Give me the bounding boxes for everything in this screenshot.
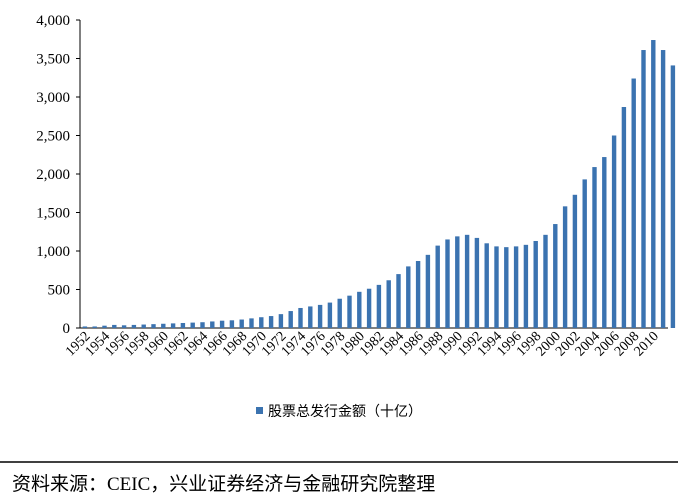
- y-tick-label: 4,000: [36, 13, 70, 29]
- bar: [357, 291, 362, 328]
- y-tick-label: 3,500: [36, 52, 70, 68]
- bar: [415, 261, 421, 328]
- bar: [200, 322, 205, 328]
- bar: [494, 246, 499, 328]
- bar: [219, 320, 225, 328]
- bar: [592, 167, 597, 328]
- bar: [562, 206, 568, 328]
- bar: [621, 107, 627, 328]
- y-tick-label: 500: [48, 283, 71, 299]
- bar: [513, 246, 519, 328]
- bar: [112, 324, 117, 328]
- bar: [327, 302, 333, 328]
- bar: [455, 236, 460, 328]
- bar: [611, 135, 617, 328]
- bar: [484, 243, 489, 328]
- legend-swatch: [256, 407, 263, 414]
- bar: [161, 323, 166, 328]
- bar: [533, 240, 538, 328]
- bar: [435, 245, 440, 328]
- bar: [298, 307, 303, 328]
- source-note: 资料来源：CEIC，兴业证券经济与金融研究院整理: [12, 473, 435, 495]
- bar: [170, 323, 176, 328]
- y-tick-label: 3,000: [36, 90, 70, 106]
- bar: [190, 322, 195, 328]
- y-tick-label: 1,000: [36, 244, 70, 260]
- y-tick-label: 0: [63, 321, 71, 337]
- bar: [553, 224, 558, 328]
- bar: [660, 50, 666, 328]
- bar: [582, 179, 587, 328]
- bar: [121, 325, 127, 328]
- bar: [317, 304, 323, 328]
- bar: [376, 284, 382, 328]
- bar: [249, 318, 254, 328]
- bar: [445, 239, 450, 328]
- bar: [396, 274, 401, 328]
- bar: [670, 65, 676, 329]
- bar: [386, 280, 391, 328]
- bar: [278, 314, 284, 328]
- bar: [151, 324, 156, 328]
- bar: [651, 40, 656, 329]
- bar: [602, 157, 607, 328]
- bar: [92, 326, 97, 328]
- bar: [425, 254, 431, 328]
- bar: [347, 295, 352, 328]
- legend-label: 股票总发行金额（十亿）: [268, 404, 422, 420]
- bar: [504, 247, 509, 328]
- y-tick-label: 2,000: [36, 167, 70, 183]
- bar: [523, 244, 529, 328]
- bar: [210, 321, 215, 328]
- bar: [131, 324, 137, 328]
- y-tick-label: 2,500: [36, 129, 70, 145]
- bar: [82, 326, 88, 328]
- bar: [308, 306, 313, 328]
- bar: [180, 322, 186, 328]
- bar: [366, 288, 372, 328]
- bar: [268, 316, 274, 328]
- bar: [543, 234, 548, 328]
- bar: [474, 237, 480, 328]
- bar: [337, 298, 342, 328]
- y-tick-label: 1,500: [36, 206, 70, 222]
- bar: [141, 324, 146, 328]
- bar: [572, 194, 578, 328]
- bar: [102, 325, 107, 328]
- bar: [239, 319, 244, 328]
- bar: [406, 266, 411, 328]
- bar: [631, 78, 636, 329]
- bar: [229, 320, 235, 328]
- bar: [641, 50, 646, 328]
- bar: [464, 234, 470, 328]
- bar: [259, 317, 264, 328]
- bar: [288, 311, 293, 328]
